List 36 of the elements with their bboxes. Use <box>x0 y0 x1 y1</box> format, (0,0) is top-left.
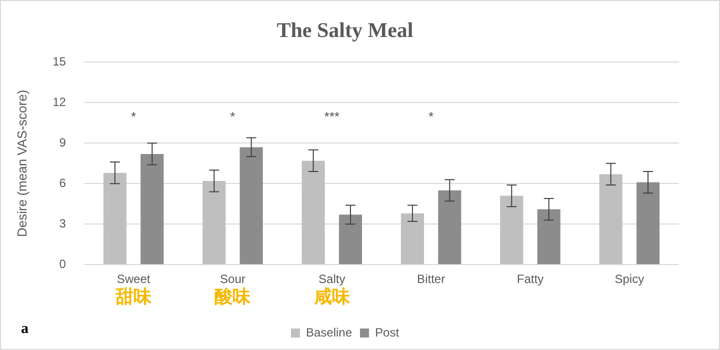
y-tick-label: 15 <box>52 54 66 69</box>
bar <box>338 214 362 264</box>
bar <box>202 180 226 264</box>
y-tick-label: 0 <box>59 256 66 271</box>
x-tick-label: Bitter <box>417 272 446 286</box>
legend-label: Baseline <box>306 325 352 340</box>
bar <box>400 213 424 264</box>
y-tick-label: 6 <box>59 176 66 190</box>
annotation: * <box>428 108 434 124</box>
bar <box>140 154 164 264</box>
text: 咸味 <box>312 286 351 308</box>
annotation: * <box>131 108 136 124</box>
y-tick-label: 9 <box>59 135 66 150</box>
x-tick-label: Sour <box>220 272 246 286</box>
annotation: * <box>230 108 236 124</box>
y-tick-label: 12 <box>52 94 66 109</box>
x-tick-label: Spicy <box>614 272 644 286</box>
y-tick-label: 3 <box>59 216 66 230</box>
bar <box>240 147 263 264</box>
bar <box>302 160 325 264</box>
bar <box>599 174 622 264</box>
x-tick-label: Fatty <box>516 272 544 286</box>
text: a <box>21 321 29 337</box>
bar <box>103 172 126 264</box>
text: 甜味 <box>114 286 153 308</box>
annotation: *** <box>324 108 340 124</box>
chart-title: The Salty Meal <box>276 18 414 42</box>
bar <box>500 196 524 264</box>
bar <box>438 190 462 264</box>
text: 酸味 <box>214 286 252 308</box>
y-axis-title: Desire (mean VAS-score) <box>14 90 30 237</box>
legend-label: Post <box>375 325 400 340</box>
bar <box>636 182 660 264</box>
x-tick-label: Sweet <box>116 272 151 286</box>
bar <box>537 209 560 264</box>
x-tick-label: Salty <box>318 272 346 286</box>
